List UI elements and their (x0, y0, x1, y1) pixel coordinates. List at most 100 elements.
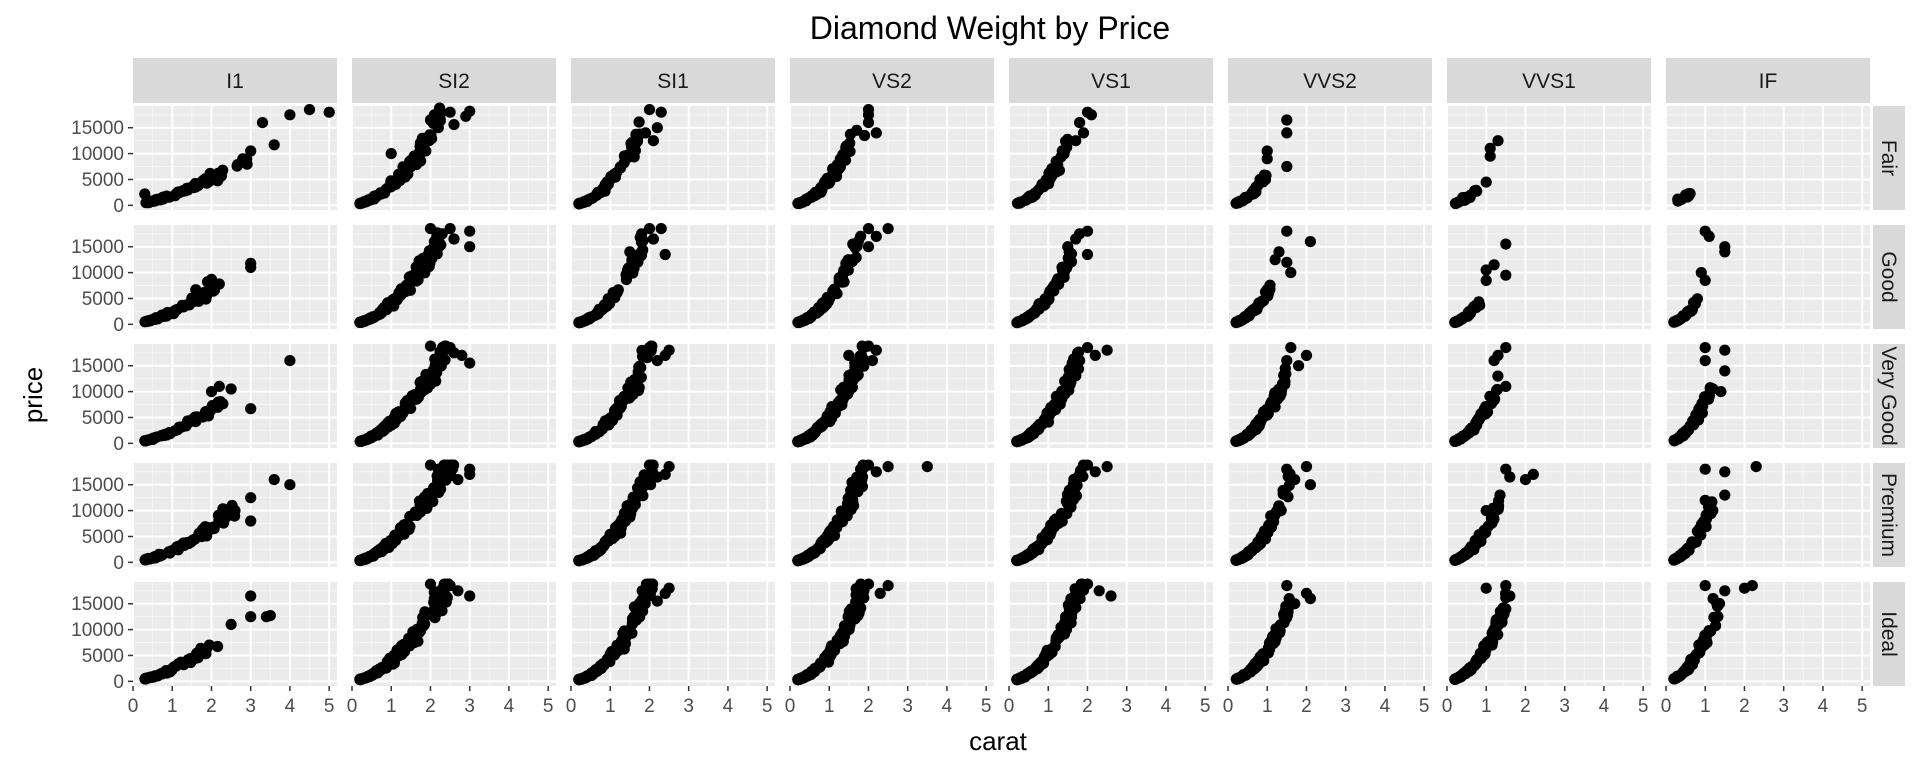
x-tick-label: 0 (128, 696, 139, 717)
data-point (1105, 590, 1117, 602)
y-tick-label: 0 (113, 196, 124, 217)
chart-title: Diamond Weight by Price (810, 10, 1170, 46)
data-point (1700, 393, 1712, 405)
data-point (1074, 355, 1086, 367)
data-point (452, 474, 464, 486)
data-point (641, 470, 654, 482)
panel-good-i1 (132, 225, 337, 329)
data-point (1699, 355, 1711, 367)
x-tick-label: 5 (324, 696, 335, 717)
row-strip-fair (1873, 106, 1905, 210)
data-point (1281, 225, 1293, 237)
data-point (435, 483, 447, 495)
data-point (874, 587, 886, 600)
data-point (436, 605, 448, 617)
data-point (444, 461, 456, 473)
data-point (1449, 316, 1461, 328)
data-point (608, 288, 621, 300)
data-point (190, 284, 202, 296)
panel-very-good-vvs1 (1446, 342, 1651, 448)
data-point (206, 400, 218, 412)
data-point (1074, 468, 1086, 480)
data-point (816, 658, 828, 670)
data-point (1048, 641, 1060, 653)
data-point (415, 258, 428, 270)
y-tick-label: 5000 (82, 646, 124, 667)
data-point (643, 578, 656, 590)
data-point (1235, 195, 1247, 207)
data-point (218, 517, 230, 529)
data-point (643, 223, 656, 235)
data-point (212, 175, 224, 187)
panel-premium-si2 (351, 459, 556, 567)
data-point (225, 383, 237, 395)
data-point (655, 223, 667, 235)
panel-ideal-vvs2 (1227, 580, 1432, 686)
panel-good-si1 (570, 223, 775, 329)
data-point (444, 106, 456, 118)
data-point (635, 605, 648, 617)
y-tick-label: 10000 (71, 620, 124, 641)
data-point (841, 498, 854, 510)
data-point (855, 463, 867, 475)
row-strip-label: Ideal (1877, 611, 1900, 657)
data-point (614, 161, 626, 173)
data-point (1285, 267, 1297, 279)
data-point (647, 135, 660, 147)
data-point (1488, 392, 1500, 405)
panel-very-good-si1 (570, 340, 775, 448)
data-point (1691, 525, 1703, 537)
data-point (1488, 355, 1500, 367)
data-point (1065, 361, 1077, 373)
data-point (1231, 673, 1243, 685)
data-point (1282, 491, 1294, 503)
data-point (1699, 274, 1711, 286)
panel-ideal-si1 (570, 578, 775, 686)
data-point (643, 342, 656, 354)
data-point (580, 433, 592, 445)
data-point (256, 117, 269, 129)
data-point (643, 459, 656, 471)
data-point (1698, 518, 1710, 531)
row-strip-ideal (1873, 582, 1905, 686)
column-strip-label: I1 (226, 70, 244, 93)
data-point (1480, 582, 1492, 594)
data-point (1230, 316, 1242, 329)
panel-very-good-vvs2 (1227, 342, 1432, 448)
column-strip-i1 (133, 58, 337, 103)
data-point (176, 301, 188, 313)
data-point (1304, 479, 1316, 491)
data-point (374, 308, 386, 320)
data-point (201, 276, 214, 288)
data-point (464, 590, 476, 602)
data-point (1031, 540, 1043, 552)
data-point (870, 230, 882, 242)
y-tick-label: 15000 (71, 475, 124, 496)
data-point (1750, 461, 1762, 473)
data-point (354, 554, 366, 566)
data-point (805, 311, 817, 323)
data-point (850, 251, 862, 264)
x-tick-label: 5 (543, 696, 554, 717)
data-point (1260, 404, 1272, 416)
panel-premium-vs2 (789, 459, 994, 567)
data-point (1703, 230, 1715, 242)
data-point (1241, 667, 1254, 679)
data-point (1719, 489, 1731, 501)
data-point (190, 652, 203, 664)
data-point (1466, 422, 1478, 434)
data-point (429, 612, 441, 624)
data-point (1487, 636, 1499, 648)
data-point (1480, 264, 1492, 276)
data-point (1468, 540, 1480, 552)
data-point (1256, 529, 1268, 542)
x-tick-label: 2 (425, 696, 436, 717)
data-point (855, 582, 867, 594)
data-point (436, 355, 448, 367)
facet-panels: I1 SI2 SI1 VS2 VS1 VVS2 VVS1 IF Fair Good Very Goo… (71, 58, 1905, 717)
data-point (1479, 648, 1491, 660)
data-point (833, 633, 845, 645)
data-point (1699, 494, 1711, 506)
data-point (141, 315, 153, 327)
data-point (626, 145, 639, 157)
